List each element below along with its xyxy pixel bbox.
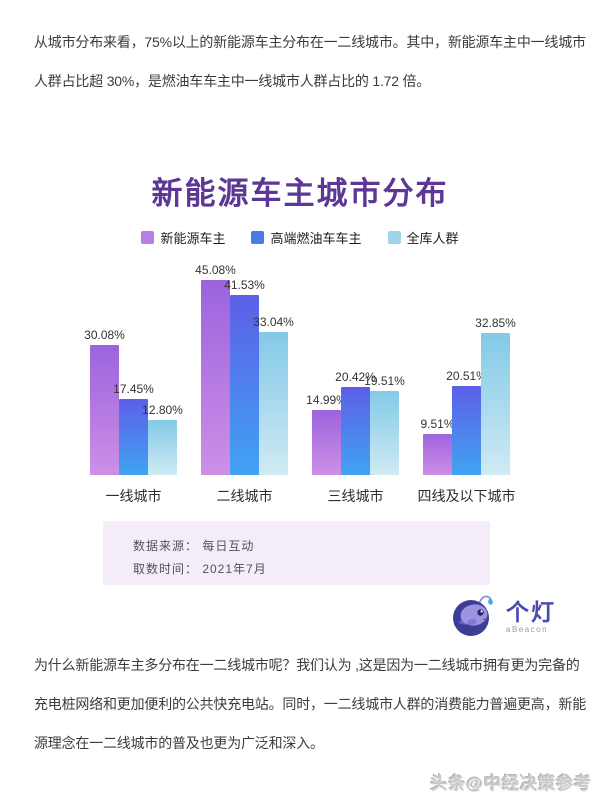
legend-swatch-icon — [251, 231, 265, 244]
text-line: 从城市分布来看，75%以上的新能源车主分布在一二线城市。其中，新能源车主中一线城… — [34, 34, 586, 50]
text-line: 数据来源： 每日互动 — [133, 539, 255, 553]
logo-name: 个灯 — [506, 598, 556, 625]
bar-group: 45.08% 41.53% 33.04% 二线城市 — [195, 260, 294, 504]
bar — [370, 391, 399, 475]
bar-column: 33.04% — [253, 260, 294, 475]
logo-text: 个灯 aBeacon — [506, 600, 556, 634]
logo-subtitle: aBeacon — [506, 624, 549, 634]
bar-column: 17.45% — [113, 260, 154, 475]
bar-column: 20.51% — [446, 260, 487, 475]
category-label: 二线城市 — [216, 488, 273, 504]
bar — [341, 387, 370, 475]
category-label: 一线城市 — [105, 488, 162, 504]
bar-value-label: 9.51% — [420, 417, 455, 431]
bar-value-label: 12.80% — [142, 403, 183, 417]
text-line: 充电桩网络和更加便利的公共快充电站。同时，一二线城市人群的消费能力普遍更高，新能 — [34, 696, 586, 712]
bar — [201, 280, 230, 475]
bar-column: 30.08% — [84, 260, 125, 475]
legend-item: 高端燃油车车主 — [251, 228, 362, 247]
text-line: 人群占比超 30%，是燃油车车主中一线城市人群占比的 1.72 倍。 — [34, 73, 431, 89]
bar-group: 14.99% 20.42% 19.51% 三线城市 — [306, 260, 405, 504]
anglerfish-logo-icon — [450, 589, 498, 644]
data-source-box: 数据来源： 每日互动 取数时间： 2021年7月 — [103, 521, 490, 585]
bar-value-label: 32.85% — [475, 316, 516, 330]
bar-value-label: 20.51% — [446, 369, 487, 383]
bar-value-label: 14.99% — [306, 393, 347, 407]
text-line: 为什么新能源车主多分布在一二线城市呢？我们认为 ,这是因为一二线城市拥有更为完备… — [34, 657, 580, 673]
bar — [452, 386, 481, 475]
text-line: 取数时间： 2021年7月 — [133, 562, 267, 576]
legend-swatch-icon — [141, 231, 155, 244]
bar — [148, 420, 177, 475]
legend-item: 新能源车主 — [141, 228, 225, 247]
bar — [90, 345, 119, 475]
bar-column: 45.08% — [195, 260, 236, 475]
bar-value-label: 30.08% — [84, 328, 125, 342]
chart-legend: 新能源车主 高端燃油车车主 全库人群 — [0, 228, 600, 247]
bar-value-label: 17.45% — [113, 382, 154, 396]
bar-column: 32.85% — [475, 260, 516, 475]
bar — [119, 399, 148, 475]
legend-label: 高端燃油车车主 — [270, 231, 362, 246]
legend-item: 全库人群 — [387, 228, 459, 247]
bar-value-label: 19.51% — [364, 374, 405, 388]
bar-column: 19.51% — [364, 260, 405, 475]
bar — [423, 434, 452, 475]
intro-paragraph: 从城市分布来看，75%以上的新能源车主分布在一二线城市。其中，新能源车主中一线城… — [34, 32, 586, 110]
bar-value-label: 41.53% — [224, 278, 265, 292]
toutiao-watermark: 头条@中经决策参考 — [430, 774, 592, 793]
category-label: 四线及以下城市 — [417, 488, 516, 504]
bar-value-label: 33.04% — [253, 315, 294, 329]
bar-column: 14.99% — [306, 260, 347, 475]
bar-group: 30.08% 17.45% 12.80% 一线城市 — [84, 260, 183, 504]
bar-column: 41.53% — [224, 260, 265, 475]
bar — [481, 333, 510, 475]
bar — [259, 332, 288, 475]
bar-group: 9.51% 20.51% 32.85% 四线及以下城市 — [418, 260, 516, 504]
bar-value-label: 20.42% — [335, 370, 376, 384]
legend-label: 新能源车主 — [160, 231, 226, 246]
getui-logo: 个灯 aBeacon — [450, 589, 556, 644]
outro-paragraph: 为什么新能源车主多分布在一二线城市呢？我们认为 ,这是因为一二线城市拥有更为完备… — [34, 655, 586, 772]
bar-column: 20.42% — [335, 260, 376, 475]
bar — [312, 410, 341, 475]
legend-swatch-icon — [387, 231, 401, 244]
legend-label: 全库人群 — [406, 231, 459, 246]
chart-title: 新能源车主城市分布 — [151, 176, 449, 211]
bar — [230, 295, 259, 475]
bar-chart: 30.08% 17.45% 12.80% 一线城市 45.08% 41.53% 33.04%… — [84, 260, 516, 504]
bar-column: 9.51% — [420, 260, 455, 475]
category-label: 三线城市 — [327, 488, 384, 504]
bar-column: 12.80% — [142, 260, 183, 475]
text-line: 源理念在一二线城市的普及也更为广泛和深入。 — [34, 735, 324, 751]
bar-value-label: 45.08% — [195, 263, 236, 277]
